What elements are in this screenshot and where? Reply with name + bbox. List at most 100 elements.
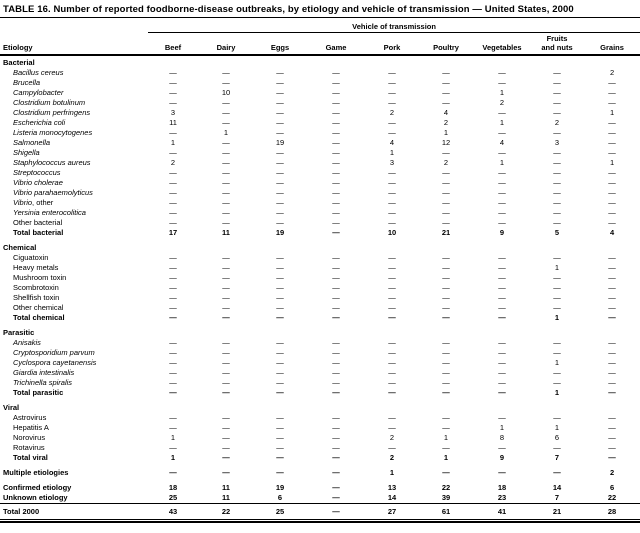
cell: —: [388, 423, 396, 432]
cell: —: [498, 128, 506, 137]
cell: 1: [499, 158, 505, 167]
row-chemical: Chemical: [0, 238, 640, 253]
cell: —: [608, 128, 616, 137]
cell: [306, 238, 366, 253]
row-label: Parasitic: [3, 328, 35, 337]
cell: [306, 398, 366, 413]
cell: —: [276, 388, 284, 397]
cell: —: [332, 208, 340, 217]
row-label: Campylobacter: [13, 88, 64, 97]
cell: —: [222, 378, 230, 387]
cell: [474, 238, 530, 253]
cell: —: [608, 188, 616, 197]
cell: 1: [554, 423, 560, 432]
cell: —: [442, 188, 450, 197]
cell: —: [498, 413, 506, 422]
cell: —: [498, 168, 506, 177]
cell: —: [222, 218, 230, 227]
row-label: Scombrotoxin: [13, 283, 59, 292]
cell: 2: [170, 158, 176, 167]
cell: —: [498, 293, 506, 302]
cell: —: [222, 358, 230, 367]
row-escherichia-coli: Escherichia coli 11 — — — — 2 1 2 —: [0, 118, 640, 128]
row-label: Confirmed etiology: [3, 483, 72, 492]
cell: 28: [584, 503, 640, 520]
cell: 2: [609, 468, 615, 477]
cell: —: [332, 313, 340, 322]
cell: —: [498, 378, 506, 387]
cell: —: [169, 178, 177, 187]
cell: —: [169, 348, 177, 357]
cell: —: [498, 198, 506, 207]
cell: —: [332, 158, 340, 167]
cell: —: [442, 468, 450, 477]
cell: 9: [499, 453, 505, 462]
cell: —: [276, 348, 284, 357]
cell: —: [388, 118, 396, 127]
row-anisakis: Anisakis — — — — — — — — —: [0, 338, 640, 348]
cell: —: [332, 378, 340, 387]
cell: —: [498, 368, 506, 377]
cell: 2: [443, 118, 449, 127]
cell: [148, 55, 198, 68]
cell: —: [169, 128, 177, 137]
row-label: Shigella: [13, 148, 40, 157]
cell: 1: [554, 313, 560, 322]
cell: [584, 55, 640, 68]
row-label: Listeria monocytogenes: [13, 128, 93, 137]
cell: —: [608, 378, 616, 387]
cell: 14: [387, 493, 397, 502]
cell: 3: [389, 158, 395, 167]
spanner-spacer: [0, 18, 148, 33]
cell: —: [222, 178, 230, 187]
cell: —: [276, 108, 284, 117]
cell: —: [169, 443, 177, 452]
cell: —: [222, 168, 230, 177]
row-label: Ciguatoxin: [13, 253, 49, 262]
row-label: Astrovirus: [13, 413, 47, 422]
cell: —: [498, 178, 506, 187]
cell: 1: [170, 453, 176, 462]
cell: 2: [389, 453, 395, 462]
cell: 1: [170, 138, 176, 147]
cell: 1: [170, 433, 176, 442]
cell: —: [276, 468, 284, 477]
cell: 1: [499, 88, 505, 97]
cell: 1: [609, 108, 615, 117]
cell: —: [222, 453, 230, 462]
cell: 18: [497, 483, 507, 492]
row-label: Hepatitis A: [13, 423, 49, 432]
cell: —: [222, 273, 230, 282]
cell: —: [498, 443, 506, 452]
row-shellfish-toxin: Shellfish toxin — — — — — — — — —: [0, 293, 640, 303]
cell: —: [553, 68, 561, 77]
cell: —: [169, 198, 177, 207]
cell: —: [388, 303, 396, 312]
cell: —: [498, 468, 506, 477]
cell: —: [553, 178, 561, 187]
column-header-grains: Grains: [584, 32, 640, 56]
cell: —: [608, 263, 616, 272]
cell: 21: [441, 228, 451, 237]
cell: —: [442, 168, 450, 177]
cell: —: [442, 218, 450, 227]
cell: —: [498, 338, 506, 347]
cell: 2: [609, 68, 615, 77]
cell: —: [332, 433, 340, 442]
cell: —: [498, 273, 506, 282]
column-header-row: Etiology Beef Dairy Eggs Game Pork Poultry Vege…: [0, 32, 640, 56]
cell: —: [498, 313, 506, 322]
cell: 25: [254, 503, 306, 520]
cell: 1: [389, 148, 395, 157]
cell: —: [332, 198, 340, 207]
cell: —: [169, 468, 177, 477]
cell: —: [442, 358, 450, 367]
cell: —: [608, 98, 616, 107]
cell: 43: [148, 503, 198, 520]
cell: —: [276, 198, 284, 207]
cell: —: [276, 413, 284, 422]
cell: 1: [554, 388, 560, 397]
cell: —: [608, 283, 616, 292]
cell: —: [608, 168, 616, 177]
cell: —: [169, 148, 177, 157]
